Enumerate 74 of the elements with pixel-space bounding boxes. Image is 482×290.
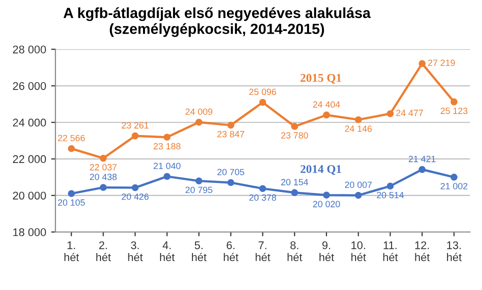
data-label: 25 096 [249,88,276,96]
point [291,189,298,196]
y-tick-label: 22 000 [12,155,46,164]
point [132,184,139,192]
point [227,122,234,129]
data-label: 20 154 [281,178,308,186]
data-label: 23 847 [217,130,244,138]
x-tick-label: 13. hét [447,241,462,262]
point [418,166,426,173]
point [386,110,394,118]
x-tick-label: 11. hét [383,241,398,262]
data-label: 24 477 [396,110,423,116]
point [259,98,266,106]
x-tick-label: 5. hét [192,241,207,262]
point [195,118,202,126]
y-tick-label: 18 000 [13,228,46,236]
point [386,182,394,190]
point [68,145,75,152]
data-label: 21 040 [154,162,180,170]
point [354,116,362,124]
point [259,185,266,192]
point [132,132,139,140]
data-label: 20 438 [90,174,117,180]
point [291,122,298,130]
data-label: 20 105 [58,199,85,206]
data-label: 20 007 [345,182,372,188]
data-label: 20 378 [249,194,276,201]
point [322,192,330,199]
data-label: 20 020 [313,200,340,208]
point [450,174,458,181]
x-tick-label: 3. hét [128,241,143,262]
x-tick-label: 8. hét [288,241,302,262]
x-tick-label: 7. hét [256,241,270,262]
data-label: 20 514 [376,192,404,198]
data-label: 23 188 [154,143,180,150]
data-label: 24 146 [345,126,372,132]
x-tick-label: 4. hét [160,241,175,262]
point [227,179,234,186]
point [164,134,171,141]
data-label: 23 780 [281,132,308,139]
point [195,177,202,184]
point [322,112,330,118]
y-tick-label: 26 000 [12,82,46,90]
x-tick-label: 2. hét [96,241,111,262]
data-label: 20 705 [217,168,244,176]
data-label: 24 009 [186,108,212,115]
data-label: 25 123 [440,108,468,114]
point [68,190,75,198]
chart-title: A kgfb-átlagdíjak első negyedéves alakulása (személygépkocsik, 2014-2015) [64,7,371,37]
series-label: 2014 Q1 [300,165,342,175]
y-tick-label: 20 000 [12,192,46,200]
x-tick-label: 6. hét [224,241,238,262]
point [418,60,426,68]
data-label: 20 426 [122,193,149,200]
point [100,184,107,191]
y-tick-label: 28 000 [12,46,46,54]
data-label: 21 421 [408,156,436,162]
x-tick-label: 9. hét [320,241,334,262]
data-label: 22 566 [58,134,85,142]
data-label: 23 261 [122,122,149,129]
point [354,192,362,199]
text: 2015 Q1 [300,74,342,84]
point [450,98,458,106]
data-label: 22 037 [90,164,117,170]
point [164,172,171,180]
x-tick-label: 10. hét [351,241,366,262]
x-tick-label: 12. hét [415,241,430,262]
data-label: 24 404 [313,101,340,108]
point [100,154,107,162]
y-tick-label: 24 000 [12,118,46,127]
data-label: 27 219 [428,60,455,66]
x-tick-label: 1. hét [64,241,80,262]
data-label: 20 795 [186,186,212,194]
data-label: 21 002 [440,182,468,190]
